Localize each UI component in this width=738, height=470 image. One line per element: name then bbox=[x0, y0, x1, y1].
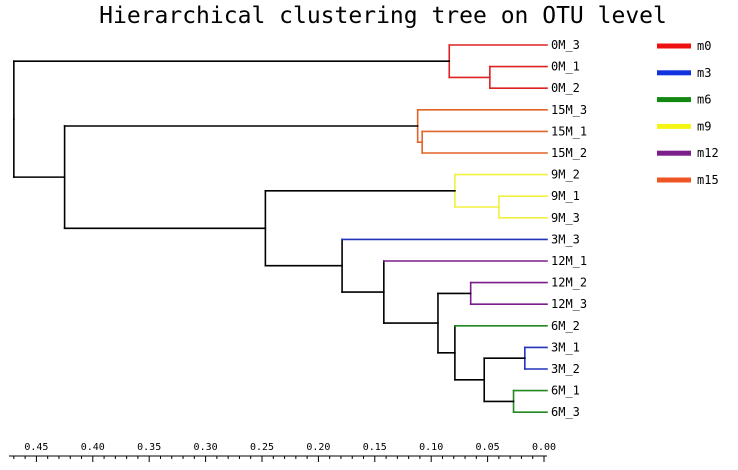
legend-swatch-m0 bbox=[657, 43, 691, 49]
leaf-label-3m-3: 3M_3 bbox=[551, 232, 580, 246]
leaf-label-15m-3: 15M_3 bbox=[551, 103, 587, 117]
axis-tick-label: 0.00 bbox=[532, 442, 556, 453]
leaf-label-3m-2: 3M_2 bbox=[551, 362, 580, 376]
tree-branches bbox=[13, 44, 548, 414]
leaf-label-6m-3: 6M_3 bbox=[551, 405, 580, 419]
leaf-labels: 0M_3 0M_1 0M_2 15M_3 15M_1 15M_2 9M_2 9M_1 9M_3 3… bbox=[551, 38, 587, 419]
axis-tick-label: 0.25 bbox=[250, 442, 274, 453]
axis-tick-label: 0.35 bbox=[137, 442, 161, 453]
axis-tick-label: 0.20 bbox=[306, 442, 330, 453]
legend-label-m6: m6 bbox=[697, 93, 711, 107]
leaf-label-9m-3: 9M_3 bbox=[551, 211, 580, 225]
legend-label-m0: m0 bbox=[697, 39, 711, 53]
axis-tick-label: 0.15 bbox=[363, 442, 387, 453]
legend-label-m9: m9 bbox=[697, 119, 711, 133]
leaf-label-12m-1: 12M_1 bbox=[551, 254, 587, 268]
axis-tick-label: 0.10 bbox=[419, 442, 443, 453]
leaf-label-3m-1: 3M_1 bbox=[551, 340, 580, 354]
distance-axis: 0.45 0.40 0.35 0.30 0.25 0.20 0.15 0.10 0.05 0.00 bbox=[9, 442, 556, 462]
chart-title: Hierarchical clustering tree on OTU leve… bbox=[99, 3, 667, 29]
axis-tick-label: 0.45 bbox=[24, 442, 48, 453]
leaf-label-15m-1: 15M_1 bbox=[551, 124, 587, 138]
legend-swatch-m6 bbox=[657, 97, 691, 103]
legend-label-m3: m3 bbox=[697, 66, 711, 80]
leaf-label-9m-1: 9M_1 bbox=[551, 189, 580, 203]
axis-tick-label: 0.30 bbox=[194, 442, 218, 453]
leaf-label-12m-3: 12M_3 bbox=[551, 297, 587, 311]
legend-swatch-m3 bbox=[657, 70, 691, 76]
leaf-label-12m-2: 12M_2 bbox=[551, 276, 587, 290]
leaf-label-0m-2: 0M_2 bbox=[551, 81, 580, 95]
leaf-label-0m-1: 0M_1 bbox=[551, 60, 580, 74]
leaf-label-6m-2: 6M_2 bbox=[551, 319, 580, 333]
leaf-label-9m-2: 9M_2 bbox=[551, 168, 580, 182]
legend-swatch-m12 bbox=[657, 150, 691, 156]
axis-tick-label: 0.05 bbox=[476, 442, 500, 453]
leaf-label-15m-2: 15M_2 bbox=[551, 146, 587, 160]
legend-label-m12: m12 bbox=[697, 146, 719, 160]
leaf-label-0m-3: 0M_3 bbox=[551, 38, 580, 52]
legend-label-m15: m15 bbox=[697, 173, 719, 187]
leaf-label-6m-1: 6M_1 bbox=[551, 384, 580, 398]
legend: m0 m3 m6 m9 m12 m15 bbox=[657, 39, 719, 187]
axis-tick-label: 0.40 bbox=[81, 442, 105, 453]
legend-swatch-m15 bbox=[657, 177, 691, 183]
legend-swatch-m9 bbox=[657, 123, 691, 129]
